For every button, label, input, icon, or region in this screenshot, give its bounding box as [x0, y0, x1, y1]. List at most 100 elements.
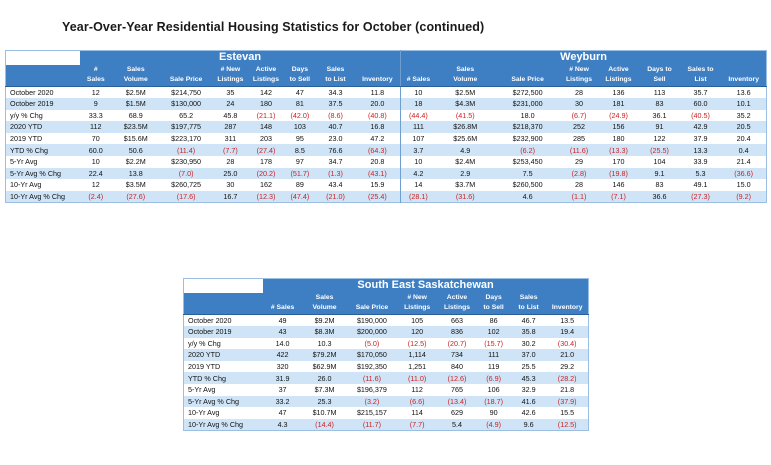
- table-cell: 30: [212, 179, 249, 191]
- table-cell: 68.9: [111, 109, 160, 122]
- column-header: to Sell: [283, 75, 317, 87]
- table-cell: $170,050: [347, 349, 397, 361]
- table-cell: (28.1): [400, 190, 436, 203]
- column-header: to List: [510, 303, 547, 315]
- table-cell: (43.1): [354, 167, 401, 180]
- table-cell: 76.6: [316, 144, 355, 157]
- table-cell: 60.0: [79, 144, 112, 157]
- table-cell: (19.8): [597, 167, 640, 180]
- table-cell: 15.0: [721, 179, 767, 191]
- table-cell: 24: [212, 98, 249, 110]
- table-cell: 70: [79, 132, 112, 145]
- table-cell: 180: [248, 98, 284, 110]
- table-cell: 21.8: [546, 384, 589, 396]
- table-cell: 60.0: [679, 98, 722, 110]
- table-cell: (13.4): [437, 395, 477, 408]
- table-cell: 10: [79, 156, 112, 168]
- table-cell: (15.7): [476, 337, 511, 350]
- table-cell: (11.0): [396, 372, 438, 385]
- table-cell: 1,114: [396, 349, 438, 361]
- column-header: Sale Price: [347, 303, 397, 315]
- table-cell: 11.8: [354, 86, 401, 99]
- table-cell: 90: [476, 407, 511, 419]
- table-cell: $230,950: [159, 156, 213, 168]
- table-cell: 30: [560, 98, 598, 110]
- column-header: # New: [396, 292, 438, 304]
- table-cell: $260,725: [159, 179, 213, 191]
- column-header: Sales: [301, 292, 348, 304]
- column-header: Active: [437, 292, 477, 304]
- row-label: 10-Yr Avg % Chg: [183, 418, 264, 431]
- row-label: 5-Yr Avg % Chg: [5, 167, 80, 180]
- table-cell: 36.6: [639, 190, 680, 203]
- table-cell: (44.4): [400, 109, 436, 122]
- table-cell: 22.4: [79, 167, 112, 180]
- table-cell: (6.2): [494, 144, 561, 157]
- table-cell: (31.6): [435, 190, 495, 203]
- row-label: 2020 YTD: [183, 349, 264, 361]
- table-row: 5-Yr Avg 37 $7.3M $196,379 112 765 106 32.9 21.8: [183, 384, 589, 396]
- row-label: 5-Yr Avg: [5, 156, 80, 168]
- table-cell: 33.2: [263, 395, 302, 408]
- table-cell: (11.4): [159, 144, 213, 157]
- table-cell: 2.9: [435, 167, 495, 180]
- column-header: # Sales: [263, 303, 302, 315]
- column-header: Days to: [639, 64, 680, 76]
- table-cell: 65.2: [159, 109, 213, 122]
- table-cell: (14.4): [301, 418, 348, 431]
- table-cell: 9: [79, 98, 112, 110]
- table-cell: 20.4: [721, 132, 767, 145]
- column-header: List: [679, 75, 722, 87]
- table-cell: (11.7): [347, 418, 397, 431]
- table-cell: 320: [263, 360, 302, 373]
- table-cell: 114: [396, 407, 438, 419]
- table-cell: 840: [437, 360, 477, 373]
- table-cell: 21.4: [721, 156, 767, 168]
- region-name-south-east-saskatchewan: South East Saskatchewan: [263, 278, 589, 293]
- table-row: 2020 YTD 112 $23.5M $197,775 287 148 103 40.7 16…: [5, 121, 767, 133]
- table-cell: 19.4: [546, 326, 589, 338]
- table-cell: (21.1): [248, 109, 284, 122]
- table-cell: (20.7): [437, 337, 477, 350]
- table-row: October 2019 43 $8.3M $200,000 120 836 102 35.8…: [183, 326, 589, 338]
- column-header: Inventory: [721, 75, 767, 87]
- table-cell: 5.4: [437, 418, 477, 431]
- column-header: Listings: [437, 303, 477, 315]
- table-cell: $260,500: [494, 179, 561, 191]
- table-cell: (64.3): [354, 144, 401, 157]
- row-label: 10-Yr Avg: [183, 407, 264, 419]
- table-cell: 148: [248, 121, 284, 133]
- table-cell: (27.6): [111, 190, 160, 203]
- column-header: Sales: [316, 64, 355, 76]
- table-cell: 120: [396, 326, 438, 338]
- table-cell: 37.9: [679, 132, 722, 145]
- table-cell: 45.3: [510, 372, 547, 385]
- table-row: 10-Yr Avg % Chg (2.4) (27.6) (17.6) 16.7 (12.…: [5, 190, 767, 203]
- table-cell: 97: [283, 156, 317, 168]
- table-cell: (4.9): [476, 418, 511, 431]
- table-cell: 28: [212, 156, 249, 168]
- table-cell: 0.4: [721, 144, 767, 157]
- column-header: Sales to: [679, 64, 722, 76]
- table-cell: (42.0): [283, 109, 317, 122]
- column-header: Active: [248, 64, 284, 76]
- column-header: [494, 64, 561, 76]
- table-cell: $272,500: [494, 86, 561, 99]
- table-cell: 26.0: [301, 372, 348, 385]
- table-cell: 21.0: [546, 349, 589, 361]
- table-cell: 83: [639, 179, 680, 191]
- table-cell: 5.3: [679, 167, 722, 180]
- table-cell: 29: [560, 156, 598, 168]
- table-cell: (6.7): [560, 109, 598, 122]
- table-cell: 146: [597, 179, 640, 191]
- table-cell: (11.6): [560, 144, 598, 157]
- table-cell: 180: [597, 132, 640, 145]
- table-cell: 49.1: [679, 179, 722, 191]
- table-cell: $1.5M: [111, 98, 160, 110]
- row-label: 5-Yr Avg: [183, 384, 264, 396]
- table-cell: 14.0: [263, 337, 302, 350]
- table-cell: 25.5: [510, 360, 547, 373]
- table-cell: 20.0: [354, 98, 401, 110]
- header-row: # Sales Volume Sale Price Listings Listings t…: [183, 303, 589, 315]
- table-cell: 50.6: [111, 144, 160, 157]
